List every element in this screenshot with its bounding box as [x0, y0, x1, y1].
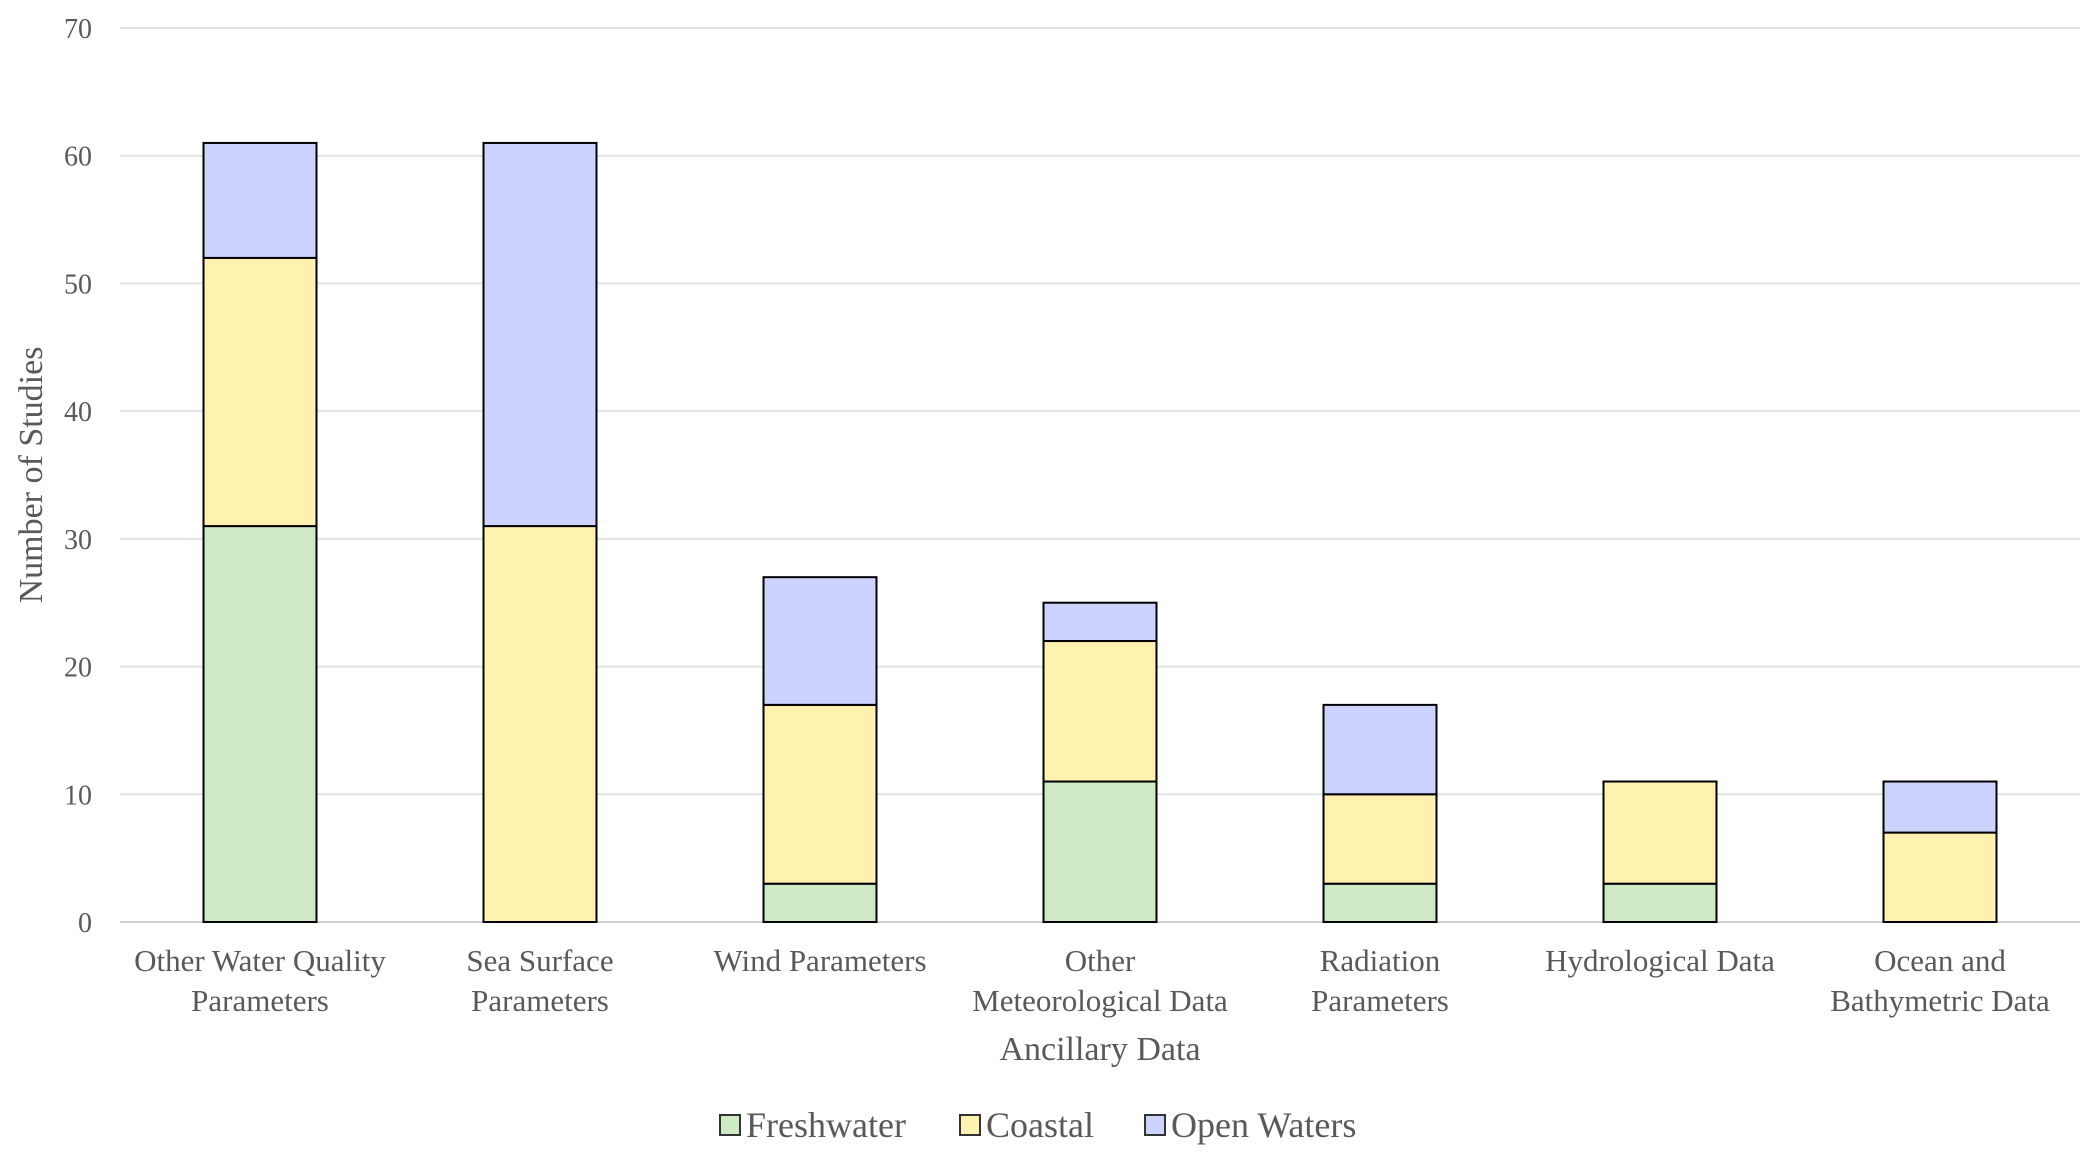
y-tick-label: 50 — [64, 269, 92, 300]
x-category-label: Bathymetric Data — [1830, 983, 2050, 1018]
legend-label: Open Waters — [1171, 1105, 1356, 1145]
bar-coastal — [1042, 640, 1158, 783]
legend-label: Coastal — [986, 1105, 1094, 1145]
legend-label: Freshwater — [746, 1105, 906, 1145]
legend-swatch — [719, 1114, 741, 1136]
bar-open-waters — [1882, 780, 1998, 834]
bar-open-waters — [202, 141, 318, 259]
x-category-label: Parameters — [191, 983, 329, 1018]
x-axis-title: Ancillary Data — [999, 1031, 1200, 1068]
bar-open-waters — [1322, 703, 1438, 796]
bar-coastal — [482, 525, 598, 923]
bar-open-waters — [1042, 601, 1158, 643]
bar-coastal — [1322, 793, 1438, 885]
legend-swatch — [959, 1114, 981, 1136]
y-tick-label: 10 — [64, 780, 92, 811]
bar-open-waters — [762, 576, 878, 706]
bar-coastal — [762, 703, 878, 885]
bars — [202, 141, 1998, 924]
x-axis-categories: Other Water Quality Parameters Sea Surface… — [134, 943, 2050, 1018]
x-category-label: Wind Parameters — [713, 943, 926, 978]
y-tick-label: 20 — [64, 653, 92, 684]
bar-freshwater — [1042, 780, 1158, 923]
x-category-label: Meteorological Data — [972, 983, 1228, 1018]
y-tick-label: 40 — [64, 397, 92, 428]
bar-coastal — [202, 256, 318, 528]
legend: Freshwater Coastal Open Waters — [719, 1105, 1356, 1145]
x-category-label: Other — [1065, 943, 1136, 978]
x-category-label: Sea Surface — [466, 943, 613, 978]
bar-coastal — [1882, 831, 1998, 923]
x-category-label: Hydrological Data — [1545, 943, 1775, 978]
bar-freshwater — [1602, 882, 1718, 924]
y-axis-ticks: 0 10 20 30 40 50 60 70 — [64, 14, 92, 939]
legend-swatch — [1144, 1114, 1166, 1136]
bar-coastal — [1602, 780, 1718, 885]
bar-freshwater — [202, 525, 318, 923]
x-category-label: Parameters — [1311, 983, 1449, 1018]
y-tick-label: 30 — [64, 525, 92, 556]
y-tick-label: 0 — [78, 908, 92, 939]
x-category-label: Parameters — [471, 983, 609, 1018]
bar-open-waters — [482, 141, 598, 528]
bar-freshwater — [762, 882, 878, 924]
x-category-label: Ocean and — [1874, 943, 2006, 978]
bar-freshwater — [1322, 882, 1438, 924]
x-category-label: Other Water Quality — [134, 943, 386, 978]
y-axis-title: Number of Studies — [13, 347, 50, 604]
x-category-label: Radiation — [1320, 943, 1441, 978]
y-tick-label: 60 — [64, 142, 92, 173]
y-tick-label: 70 — [64, 14, 92, 45]
